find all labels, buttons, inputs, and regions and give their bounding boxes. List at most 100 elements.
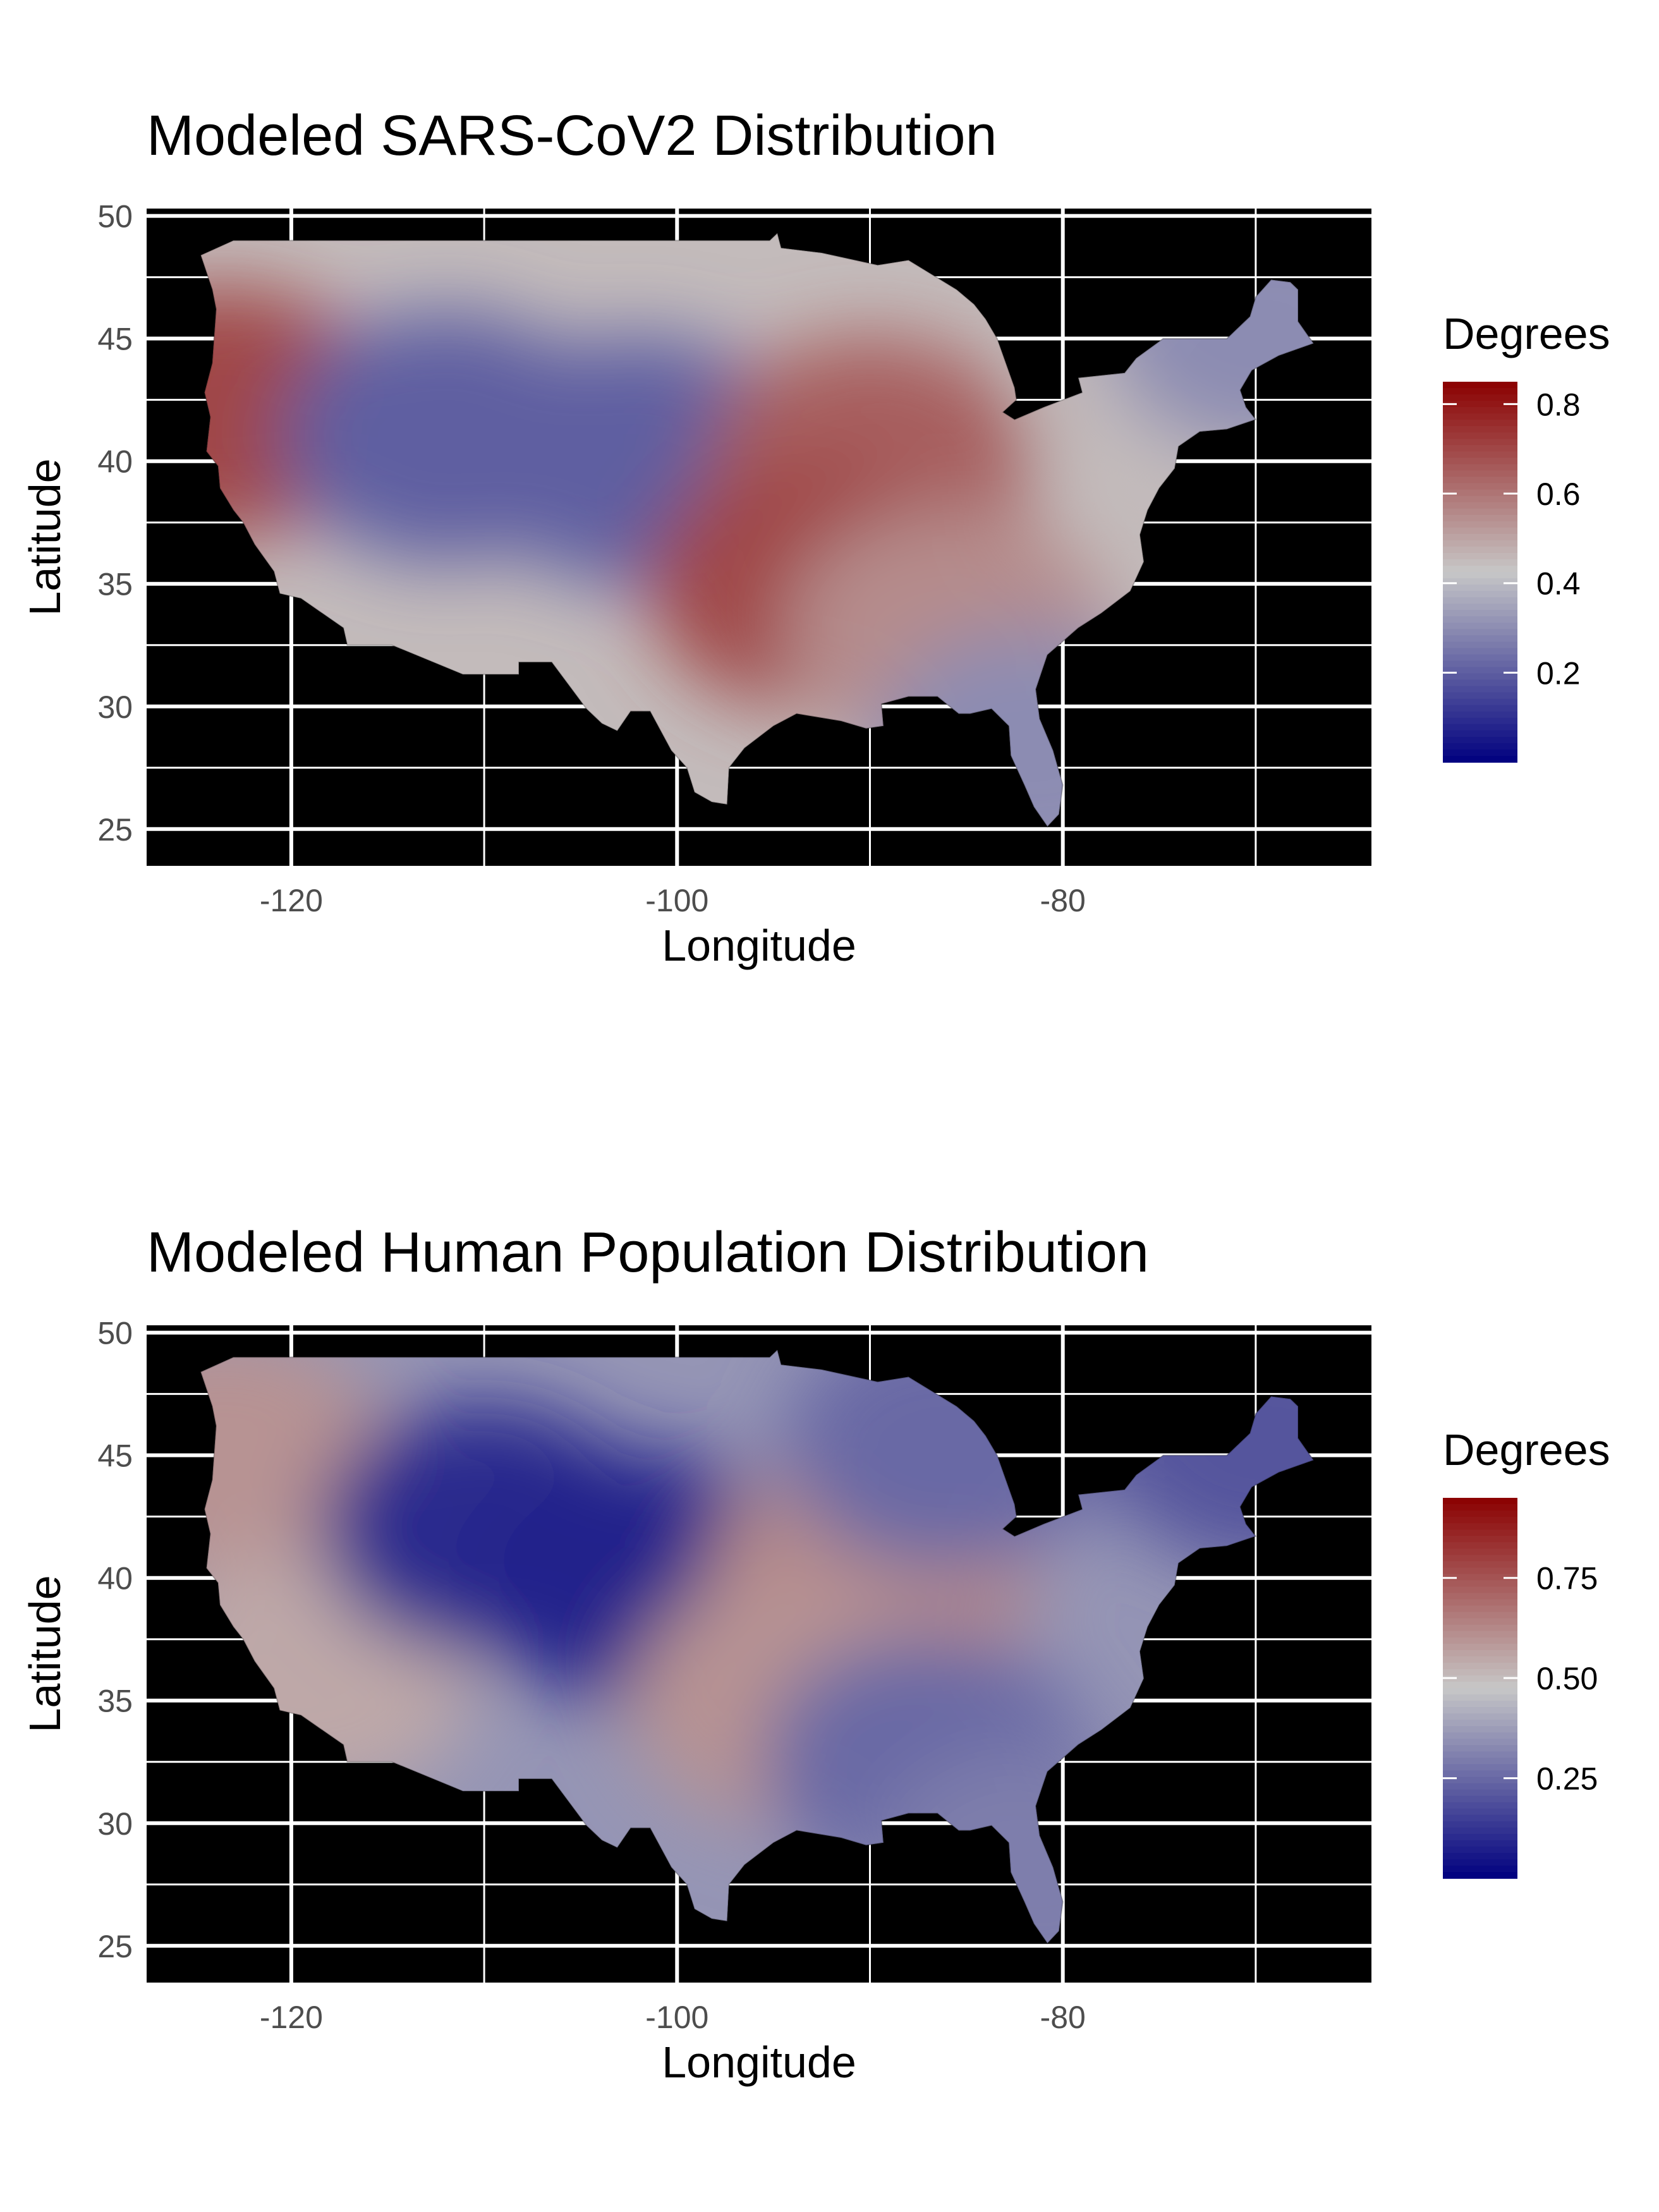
legend-color-step [1443, 1707, 1517, 1714]
y-tick-label: 35 [97, 1684, 133, 1719]
legend-tick-label: 0.50 [1536, 1661, 1598, 1696]
legend-color-step [1443, 1523, 1517, 1530]
legend-color-step [1443, 1751, 1517, 1759]
legend-color-step [1443, 1859, 1517, 1866]
legend-color-step [1443, 559, 1517, 566]
legend-color-step [1443, 679, 1517, 687]
legend-color-step [1443, 654, 1517, 662]
x-tick-labels: -120 -100 -80 [260, 883, 1086, 918]
legend-tick-label: 0.75 [1536, 1561, 1598, 1596]
legend-color-step [1443, 527, 1517, 535]
legend-color-step [1443, 736, 1517, 744]
legend-color-step [1443, 673, 1517, 681]
legend-color-step [1443, 1586, 1517, 1594]
legend-color-step [1443, 1561, 1517, 1569]
legend-color-step [1443, 565, 1517, 573]
legend-color-step [1443, 1827, 1517, 1835]
legend-color-step [1443, 1789, 1517, 1797]
legend-color-step [1443, 724, 1517, 731]
legend-color-step [1443, 470, 1517, 478]
legend-color-step [1443, 1694, 1517, 1701]
y-tick-label: 25 [97, 1929, 133, 1964]
x-tick-label: -100 [645, 883, 708, 918]
legend-color-step [1443, 1612, 1517, 1619]
legend-color-step [1443, 439, 1517, 446]
legend-color-step [1443, 1770, 1517, 1778]
us-outline [200, 1348, 1315, 1945]
legend-color-step [1443, 1599, 1517, 1607]
y-tick-label: 40 [97, 1561, 133, 1596]
y-tick-label: 45 [97, 322, 133, 357]
legend-color-step [1443, 388, 1517, 395]
chart-2: Modeled Human Population Distribution 50 4… [20, 1221, 1610, 2087]
legend-color-step [1443, 495, 1517, 503]
legend-color-step [1443, 1580, 1517, 1588]
legend-color-step [1443, 1758, 1517, 1765]
legend-color-step [1443, 1871, 1517, 1879]
legend-color-step [1443, 616, 1517, 624]
y-tick-label: 35 [97, 567, 133, 602]
legend-color-step [1443, 717, 1517, 725]
legend-color-step [1443, 1852, 1517, 1860]
legend-color-step [1443, 1618, 1517, 1626]
legend-color-step [1443, 1720, 1517, 1727]
y-tick-label: 25 [97, 812, 133, 848]
y-tick-labels: 50 45 40 35 30 25 [97, 199, 133, 848]
legend-color-step [1443, 1517, 1517, 1524]
legend-color-step [1443, 1668, 1517, 1676]
legend-color-step [1443, 1713, 1517, 1720]
legend-color-step [1443, 1656, 1517, 1663]
legend-color-step [1443, 1504, 1517, 1511]
legend-title: Degrees [1443, 1425, 1610, 1474]
legend-color-step [1443, 711, 1517, 719]
charts-root: Modeled SARS-CoV2 Distribution 50 45 40 35 30… [20, 104, 1610, 2087]
y-axis-label: Latitude [20, 1575, 70, 1732]
legend-color-step [1443, 1574, 1517, 1581]
legend-color-step [1443, 1624, 1517, 1632]
legend-color-step [1443, 1688, 1517, 1695]
legend-color-step [1443, 572, 1517, 579]
x-tick-label: -100 [645, 2000, 708, 2035]
legend-color-step [1443, 1739, 1517, 1746]
legend-color-step [1443, 1637, 1517, 1644]
legend-color-step [1443, 546, 1517, 554]
legend-color-step [1443, 489, 1517, 497]
legend-color-step [1443, 635, 1517, 643]
legend-color-step [1443, 698, 1517, 706]
legend-color-step [1443, 604, 1517, 611]
legend-color-step [1443, 521, 1517, 528]
legend-tick-label: 0.25 [1536, 1761, 1598, 1797]
legend-color-step [1443, 1567, 1517, 1575]
legend-color-step [1443, 1548, 1517, 1556]
y-tick-label: 40 [97, 444, 133, 480]
legend-color-step [1443, 502, 1517, 509]
x-axis-label: Longitude [662, 2038, 856, 2087]
legend-color-step [1443, 623, 1517, 630]
legend-color-step [1443, 705, 1517, 712]
legend-color-step [1443, 686, 1517, 693]
legend-color-step [1443, 1498, 1517, 1505]
legend-color-step [1443, 413, 1517, 420]
legend-color-step [1443, 1631, 1517, 1638]
legend-color-step [1443, 585, 1517, 592]
legend-color-step [1443, 1605, 1517, 1613]
legend-color-step [1443, 749, 1517, 757]
legend-color-step [1443, 1833, 1517, 1841]
legend-color-step [1443, 1808, 1517, 1816]
legend-color-step [1443, 660, 1517, 668]
legend-color-step [1443, 1764, 1517, 1771]
legend-color-step [1443, 667, 1517, 674]
legend-color-step [1443, 692, 1517, 700]
legend-color-step [1443, 1643, 1517, 1651]
us-outline [200, 231, 1315, 828]
legend-tick-label: 0.2 [1536, 655, 1581, 691]
legend-color-step [1443, 514, 1517, 522]
legend-color-step [1443, 533, 1517, 541]
y-axis-label: Latitude [20, 458, 70, 616]
legend-color-step [1443, 1726, 1517, 1734]
legend-color-step [1443, 1650, 1517, 1657]
legend-color-step [1443, 1593, 1517, 1600]
legend-color-step [1443, 648, 1517, 655]
map-raster [200, 233, 1314, 827]
